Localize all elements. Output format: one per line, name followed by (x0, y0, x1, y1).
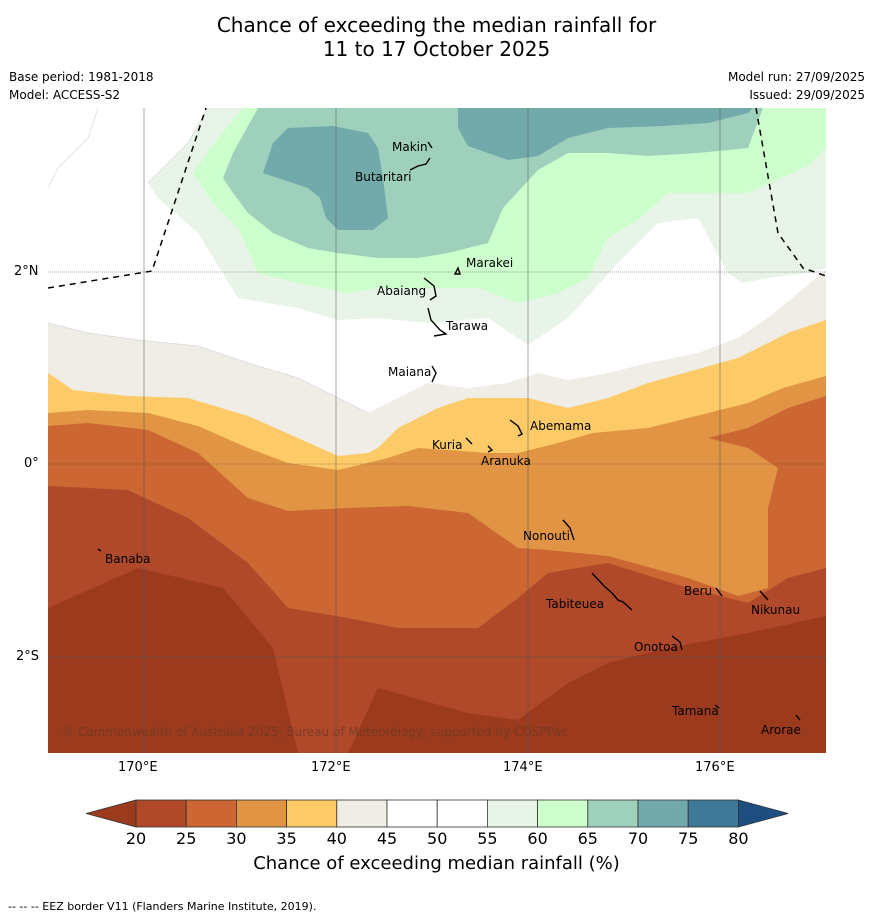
tarawa-island (427, 307, 448, 337)
model-name: Model: ACCESS-S2 (9, 88, 121, 102)
model-run: Model run: 27/09/2025 (727, 70, 865, 84)
lon-tick-176: 176°E (695, 760, 735, 775)
colorbar-tick-75: 75 (678, 829, 698, 848)
maiana-island (431, 365, 437, 383)
label-tamana: Tamana (671, 704, 719, 718)
colorbar-tick-45: 45 (377, 829, 397, 848)
lon-tick-170: 170°E (118, 760, 158, 775)
map-title-line2: 11 to 17 October 2025 (322, 37, 551, 61)
lat-tick-0: 0° (24, 456, 39, 471)
label-butaritari: Butaritari (355, 170, 412, 184)
colorbar-swatch-25 (185, 799, 237, 828)
colorbar-tick-80: 80 (728, 829, 748, 848)
colorbar: 20 25 30 35 40 45 50 55 60 65 70 75 80 (86, 799, 788, 848)
label-onotoa: Onotoa (634, 640, 678, 654)
colorbar-extend-high (738, 799, 788, 828)
rainfall-map: Makin Butaritari Marakei Abaiang Tarawa … (48, 108, 826, 753)
contour-lines (48, 108, 369, 414)
banaba-island (97, 548, 102, 552)
lat-tick-2n: 2°N (14, 264, 39, 279)
kuria-island (465, 437, 473, 445)
label-abaiang: Abaiang (377, 284, 426, 298)
colorbar-swatch-70 (637, 799, 689, 828)
label-tarawa: Tarawa (445, 319, 488, 333)
label-arorae: Arorae (761, 723, 801, 737)
lat-tick-2s: 2°S (16, 649, 40, 664)
colorbar-swatch-60 (537, 799, 589, 828)
colorbar-swatch-45 (386, 799, 438, 828)
colorbar-swatch-35 (286, 799, 338, 828)
beru-island (715, 587, 723, 597)
label-nikunau: Nikunau (751, 603, 800, 617)
colorbar-tick-30: 30 (226, 829, 246, 848)
colorbar-tick-40: 40 (327, 829, 347, 848)
colorbar-tick-20: 20 (126, 829, 146, 848)
eez-border (48, 108, 826, 289)
makin-island (427, 141, 433, 149)
colorbar-swatch-65 (587, 799, 639, 828)
butaritari-island (409, 157, 431, 171)
colorbar-tick-25: 25 (176, 829, 196, 848)
marakei-island (453, 266, 461, 275)
colorbar-tick-35: 35 (276, 829, 296, 848)
colorbar-tick-50: 50 (427, 829, 447, 848)
label-abemama: Abemama (530, 419, 591, 433)
colorbar-swatch-30 (235, 799, 287, 828)
abaiang-island (423, 277, 437, 301)
colorbar-tick-70: 70 (628, 829, 648, 848)
island-outlines (97, 141, 801, 721)
label-makin: Makin (392, 140, 428, 154)
label-kuria: Kuria (432, 438, 463, 452)
colorbar-swatch-40 (336, 799, 388, 828)
label-marakei: Marakei (466, 256, 513, 270)
nonouti-island (562, 519, 575, 541)
abemama-island (509, 419, 523, 437)
lon-tick-172: 172°E (311, 760, 351, 775)
graticule (48, 108, 826, 753)
label-beru: Beru (684, 584, 712, 598)
issued-date: Issued: 29/09/2025 (749, 88, 865, 102)
tamana-island (714, 704, 720, 709)
aranuka-island (487, 445, 494, 453)
lon-tick-174: 174°E (503, 760, 543, 775)
band-70-75-west (263, 126, 388, 230)
label-tabiteuea: Tabiteuea (545, 597, 604, 611)
colorbar-extend-low (86, 799, 137, 828)
colorbar-tick-60: 60 (527, 829, 547, 848)
nikunau-island (759, 590, 769, 601)
label-banaba: Banaba (105, 552, 151, 566)
band-70-75 (458, 108, 753, 160)
colorbar-label: Chance of exceeding median rainfall (%) (253, 853, 620, 874)
colorbar-swatch-50 (436, 799, 488, 828)
eez-footnote: -- -- -- EEZ border V11 (Flanders Marine… (8, 900, 317, 913)
colorbar-swatch-20 (135, 799, 187, 828)
label-nonouti: Nonouti (523, 529, 570, 543)
colorbar-tick-65: 65 (578, 829, 598, 848)
colorbar-swatch-75 (687, 799, 739, 828)
tabiteuea-island (591, 572, 633, 611)
colorbar-tick-55: 55 (477, 829, 497, 848)
base-period: Base period: 1981-2018 (9, 70, 154, 84)
arorae-island (795, 714, 801, 721)
label-maiana: Maiana (388, 365, 431, 379)
map-title-line1: Chance of exceeding the median rainfall … (216, 13, 657, 37)
onotoa-island (671, 635, 683, 651)
colorbar-swatch-55 (486, 799, 538, 828)
copyright-notice: © Commonwealth of Australia 2025, Bureau… (62, 725, 567, 739)
label-aranuka: Aranuka (481, 454, 531, 468)
